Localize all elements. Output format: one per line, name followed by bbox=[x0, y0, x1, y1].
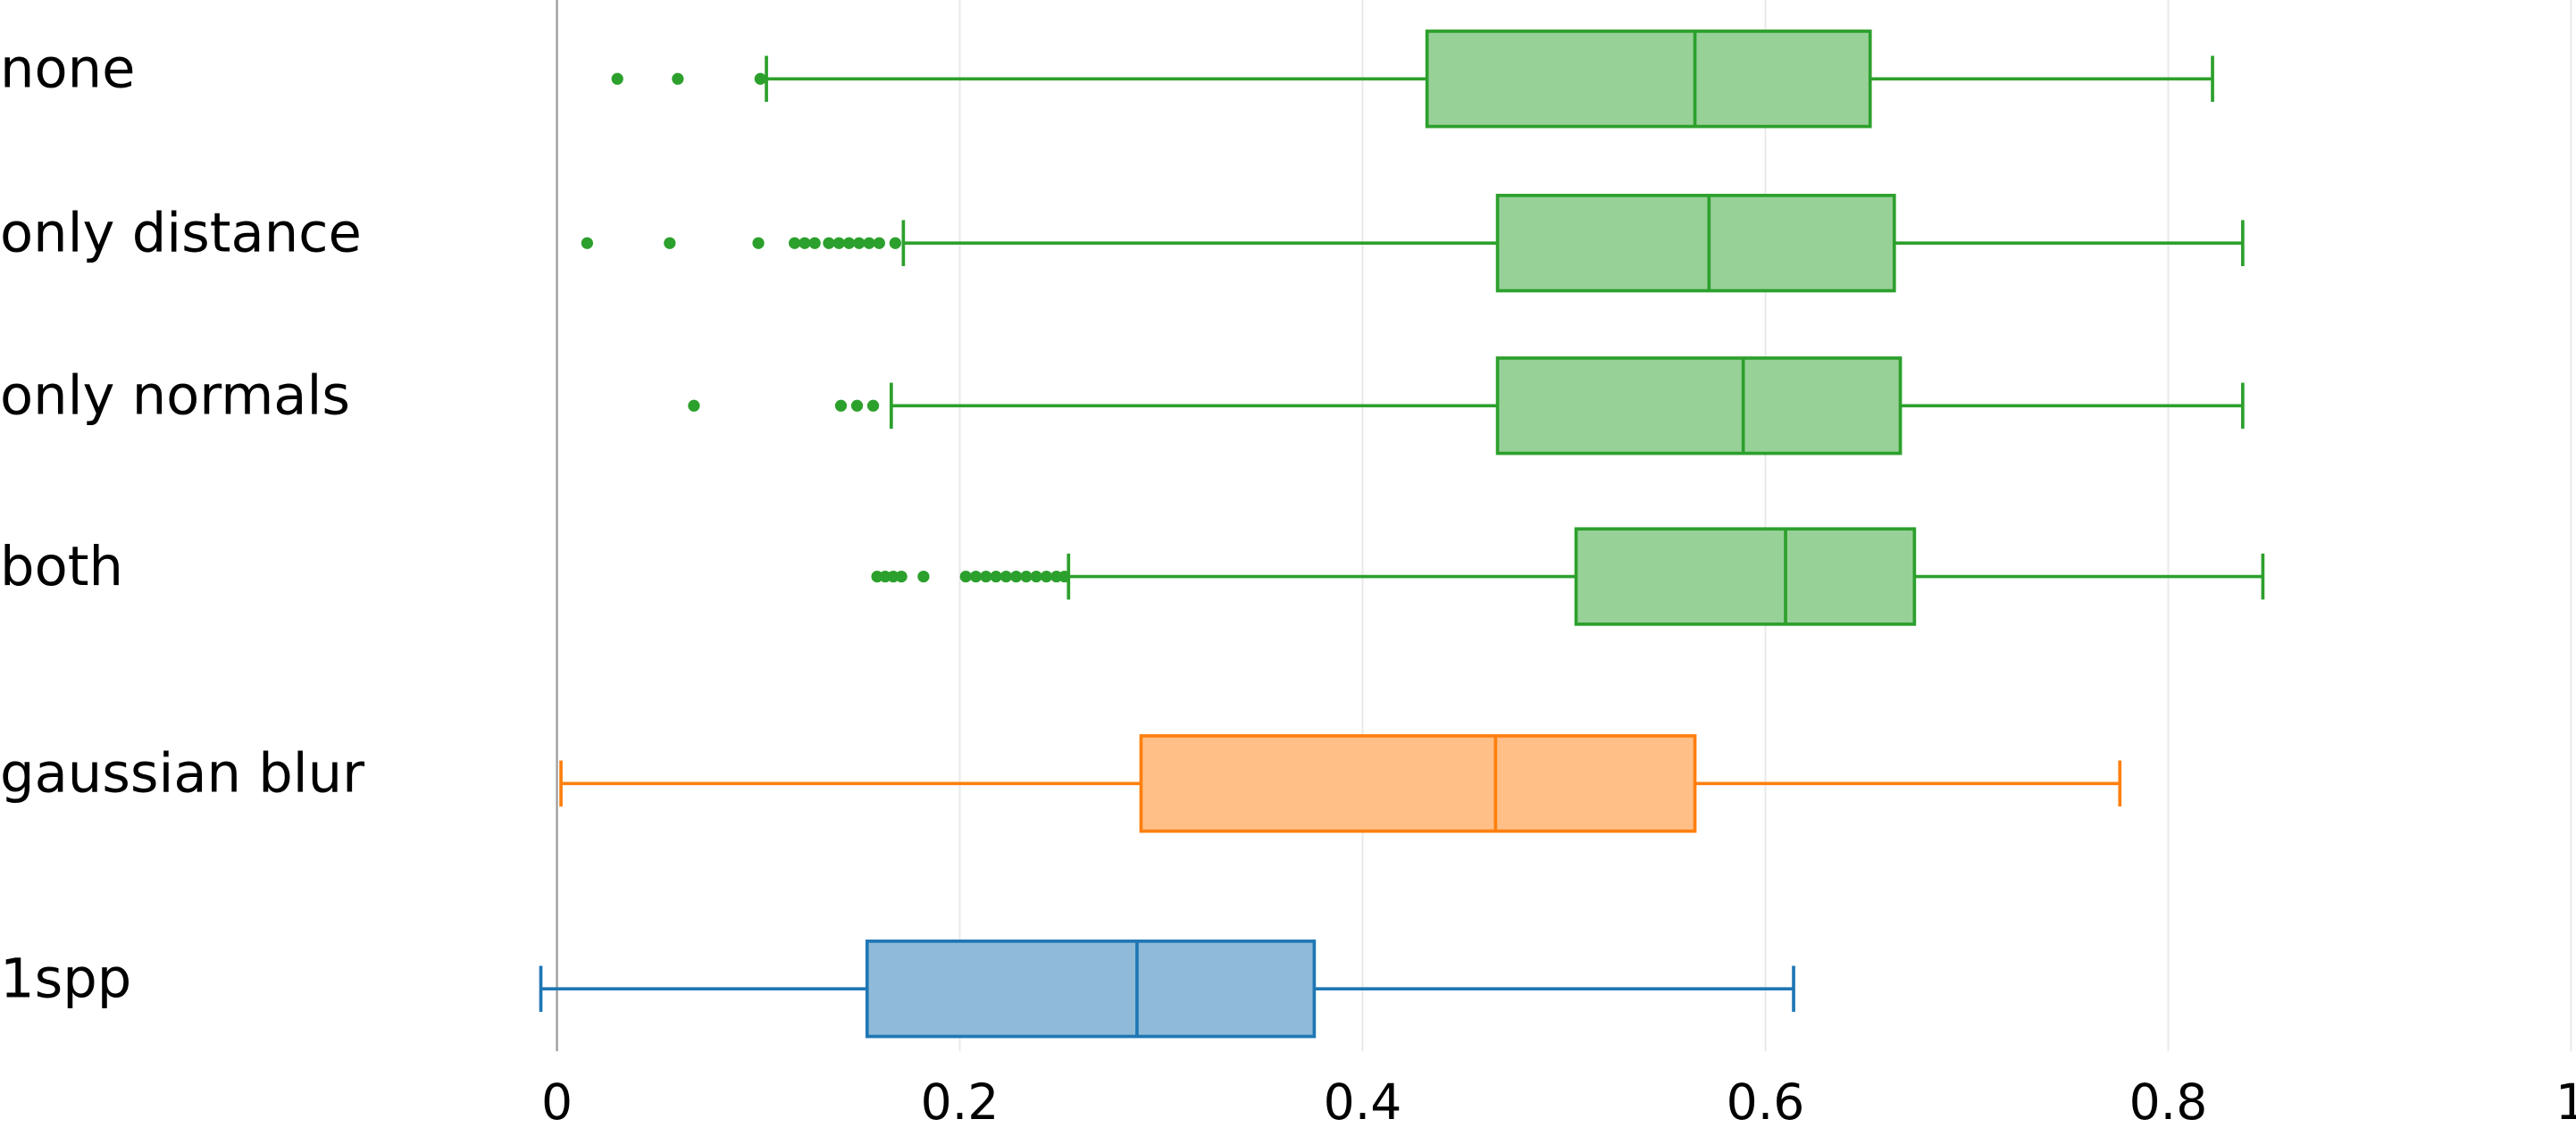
flier bbox=[980, 570, 992, 583]
flier bbox=[664, 237, 676, 249]
flier bbox=[789, 237, 801, 249]
x-tick-label: 0.8 bbox=[2129, 1074, 2208, 1132]
box bbox=[1139, 734, 1697, 833]
flier bbox=[1040, 570, 1053, 583]
flier bbox=[1030, 570, 1042, 583]
x-tick-label: 1 bbox=[2555, 1074, 2576, 1132]
x-tick-label: 0.6 bbox=[1727, 1074, 1805, 1132]
x-tick-label: 0.2 bbox=[921, 1074, 999, 1132]
flier bbox=[863, 237, 875, 249]
flier bbox=[969, 570, 983, 583]
flier bbox=[581, 237, 593, 249]
box bbox=[865, 940, 1317, 1039]
box bbox=[1495, 356, 1903, 455]
category-label: only distance bbox=[0, 202, 362, 264]
flier bbox=[959, 570, 972, 583]
box bbox=[1495, 194, 1896, 293]
flier bbox=[754, 72, 766, 85]
flier bbox=[672, 72, 684, 85]
box bbox=[1574, 527, 1917, 626]
flier bbox=[834, 399, 848, 412]
flier bbox=[799, 237, 811, 249]
flier bbox=[808, 237, 821, 249]
category-label: 1spp bbox=[0, 948, 131, 1010]
flier bbox=[1020, 570, 1033, 583]
flier bbox=[850, 399, 864, 412]
flier bbox=[895, 570, 907, 583]
flier bbox=[873, 237, 885, 249]
flier bbox=[866, 399, 880, 412]
category-label: only normals bbox=[0, 365, 350, 428]
flier bbox=[853, 237, 866, 249]
box bbox=[1425, 29, 1872, 129]
flier bbox=[1010, 570, 1023, 583]
x-tick-label: 0.4 bbox=[1324, 1074, 1402, 1132]
flier bbox=[917, 570, 930, 583]
flier bbox=[688, 399, 700, 412]
flier bbox=[889, 237, 901, 249]
category-label: none bbox=[0, 38, 135, 101]
flier bbox=[999, 570, 1013, 583]
flier bbox=[1058, 570, 1071, 583]
flier bbox=[832, 237, 845, 249]
category-label: both bbox=[0, 536, 123, 598]
category-label: gaussian blur bbox=[0, 743, 364, 806]
flier bbox=[990, 570, 1002, 583]
flier bbox=[752, 237, 765, 249]
flier bbox=[823, 237, 835, 249]
flier bbox=[611, 72, 623, 85]
flier bbox=[842, 237, 856, 249]
x-tick-label: 0 bbox=[541, 1074, 573, 1132]
